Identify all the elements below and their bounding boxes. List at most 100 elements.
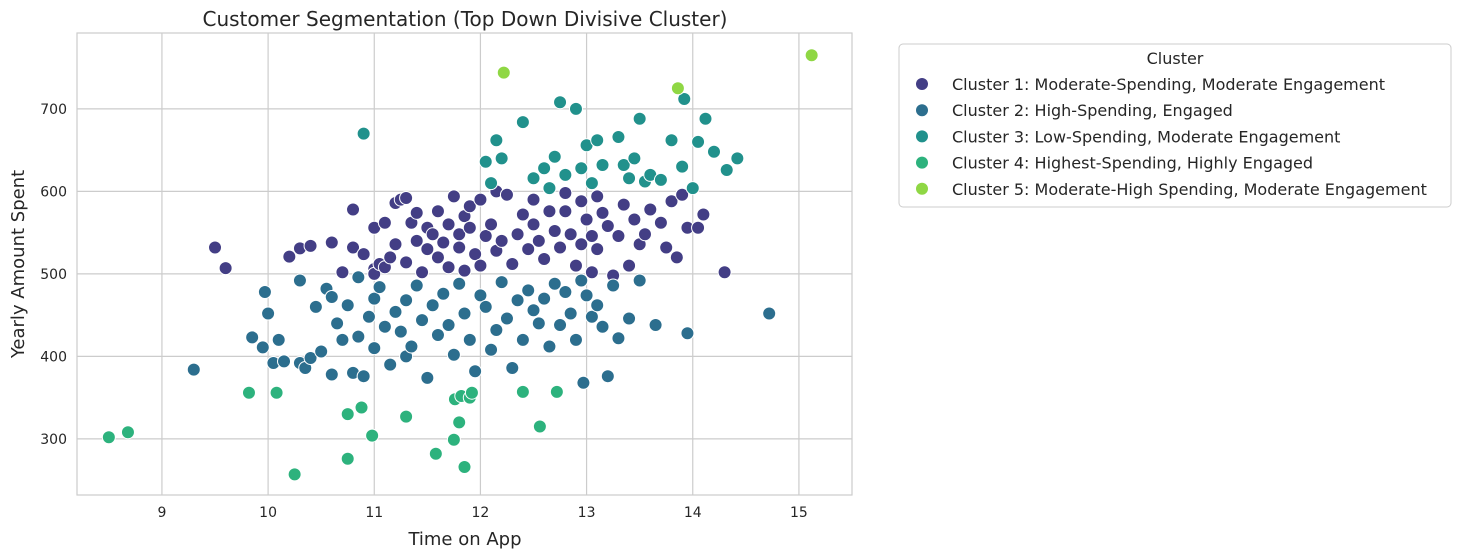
cluster-1-point (595, 205, 610, 220)
legend: Cluster Cluster 1: Moderate-Spending, Mo… (898, 43, 1452, 208)
legend-label: Cluster 2: High-Spending, Engaged (952, 101, 1233, 120)
cluster-4-point (549, 384, 564, 399)
cluster-1-point (521, 242, 536, 257)
cluster-1-point (531, 233, 546, 248)
cluster-4-point (101, 430, 116, 445)
cluster-2-point (489, 323, 504, 337)
cluster-2-point (579, 288, 594, 303)
cluster-2-point (441, 318, 456, 333)
cluster-1-point (590, 189, 605, 204)
cluster-1-point (505, 257, 520, 271)
cluster-3-point (484, 176, 499, 191)
cluster-1-point (430, 204, 445, 219)
cluster-2-point (430, 327, 445, 342)
cluster-2-point (330, 316, 345, 331)
cluster-1-point (473, 258, 488, 273)
cluster-2-point (351, 329, 366, 344)
cluster-2-point (404, 339, 419, 354)
cluster-3-point (632, 111, 647, 126)
cluster-2-point (425, 298, 440, 313)
cluster-1-point (627, 212, 642, 227)
cluster-2-point (632, 273, 647, 288)
cluster-1-point (425, 227, 440, 242)
y-tick-label: 300 (40, 432, 67, 448)
cluster-1-point (399, 191, 414, 205)
cluster-2-point (542, 339, 557, 354)
cluster-3-point (622, 171, 637, 186)
cluster-2-point (531, 316, 546, 331)
cluster-1-point (462, 199, 477, 214)
cluster-2-point (457, 306, 472, 321)
cluster-4-point (428, 446, 443, 461)
legend-marker (916, 182, 928, 195)
cluster-1-point (420, 242, 435, 257)
cluster-2-point (600, 369, 615, 384)
cluster-1-point (462, 220, 477, 235)
legend-title: Cluster (1147, 49, 1204, 68)
cluster-2-point (606, 278, 621, 293)
legend-label: Cluster 1: Moderate-Spending, Moderate E… (952, 75, 1385, 94)
cluster-4-point (120, 425, 135, 440)
cluster-3-point (730, 151, 745, 166)
x-tick-label: 15 (790, 505, 808, 521)
cluster-2-point (446, 347, 461, 362)
cluster-1-point (409, 205, 424, 220)
cluster-4-point (457, 459, 472, 474)
legend-label: Cluster 5: Moderate-High Spending, Moder… (952, 180, 1427, 199)
cluster-3-point (537, 161, 552, 176)
cluster-3-point (558, 167, 573, 182)
cluster-1-point (669, 250, 684, 265)
cluster-2-point (324, 367, 339, 382)
x-tick-label: 14 (684, 505, 702, 521)
cluster-1-point (441, 217, 456, 232)
cluster-2-point (399, 293, 414, 308)
cluster-1-point (409, 233, 424, 248)
legend-marker (916, 104, 928, 117)
cluster-1-point (457, 263, 472, 278)
cluster-3-point (478, 154, 493, 169)
cluster-2-point (505, 360, 520, 375)
legend-label: Cluster 3: Low-Spending, Moderate Engage… (952, 127, 1340, 146)
cluster-1-point (499, 187, 514, 202)
cluster-2-point (622, 311, 637, 326)
cluster-3-point (685, 181, 700, 196)
cluster-1-point (218, 261, 233, 276)
cluster-2-point (383, 357, 398, 372)
cluster-3-point (494, 151, 509, 166)
cluster-4-point (269, 385, 284, 400)
cluster-1-point (441, 260, 456, 275)
cluster-1-point (324, 235, 339, 250)
cluster-2-point (303, 351, 318, 366)
cluster-1-point (553, 240, 568, 255)
cluster-3-point (627, 151, 642, 166)
cluster-2-point (351, 270, 366, 285)
cluster-1-point (484, 217, 499, 232)
cluster-3-point (719, 162, 734, 177)
cluster-1-point (664, 194, 679, 209)
cluster-1-point (542, 204, 557, 219)
cluster-1-point (579, 212, 594, 227)
cluster-2-point (537, 291, 552, 306)
cluster-1-point (388, 237, 403, 252)
cluster-1-point (717, 265, 732, 280)
cluster-3-point (691, 134, 706, 149)
cluster-1-point (653, 215, 668, 230)
cluster-1-point (346, 240, 361, 255)
cluster-1-point (558, 204, 573, 219)
cluster-2-point (335, 332, 350, 347)
cluster-3-point (611, 129, 626, 144)
legend-marker (916, 78, 928, 90)
cluster-1-point (584, 265, 599, 280)
cluster-2-point (494, 275, 509, 290)
cluster-1-point (643, 202, 658, 217)
cluster-4-point (354, 400, 369, 415)
cluster-2-point (393, 324, 408, 339)
cluster-1-point (415, 265, 430, 280)
cluster-2-point (648, 318, 663, 333)
cluster-5-point (670, 81, 685, 96)
cluster-2-point (245, 330, 260, 345)
cluster-2-point (308, 299, 323, 314)
cluster-1-point (537, 252, 552, 267)
cluster-1-point (436, 235, 451, 250)
